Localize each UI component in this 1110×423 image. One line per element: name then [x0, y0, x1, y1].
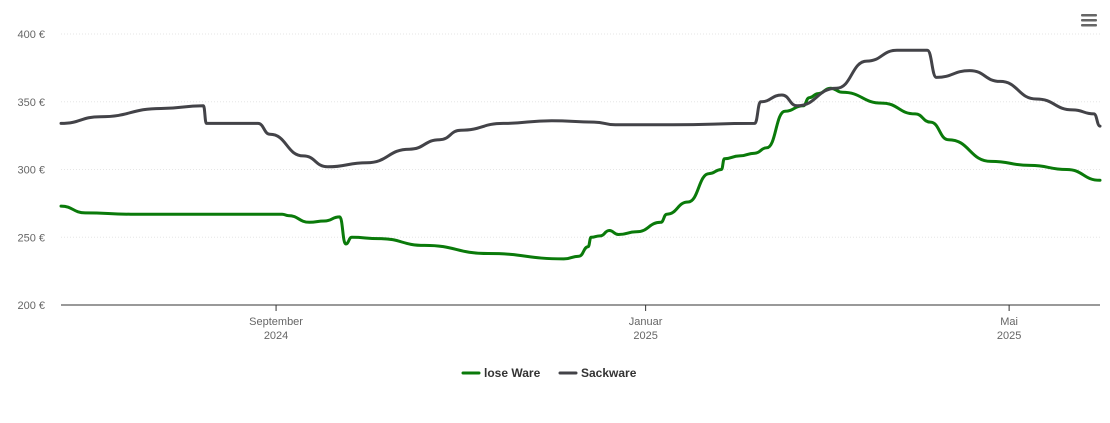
series-line-0[interactable] — [59, 86, 1102, 261]
legend-label: lose Ware — [484, 366, 541, 380]
y-tick-label: 300 € — [17, 165, 45, 177]
legend-label: Sackware — [581, 366, 637, 380]
legend: lose Ware Sackware — [461, 366, 637, 380]
x-tick-year-label: 2024 — [264, 330, 288, 342]
x-tick-month-label: Januar — [629, 316, 663, 328]
x-axis: September 2024 Januar 2025 Mai 2025 — [61, 304, 1100, 342]
x-tick-month-label: September — [249, 316, 303, 328]
y-tick-label: 200 € — [17, 300, 45, 312]
y-axis: 200 € 250 € 300 € 350 € 400 € — [17, 29, 45, 312]
legend-item-1[interactable]: Sackware — [558, 366, 637, 380]
series-line-1[interactable] — [59, 48, 1102, 169]
grid-lines — [61, 33, 1100, 238]
y-tick-label: 350 € — [17, 97, 45, 109]
x-tick-year-label: 2025 — [633, 330, 657, 342]
legend-item-0[interactable]: lose Ware — [461, 366, 541, 380]
y-tick-label: 400 € — [17, 29, 45, 41]
hamburger-menu-icon[interactable] — [1081, 14, 1097, 27]
y-tick-label: 250 € — [17, 232, 45, 244]
x-tick-year-label: 2025 — [997, 330, 1021, 342]
series-lines — [59, 48, 1102, 261]
x-tick-month-label: Mai — [1000, 316, 1018, 328]
